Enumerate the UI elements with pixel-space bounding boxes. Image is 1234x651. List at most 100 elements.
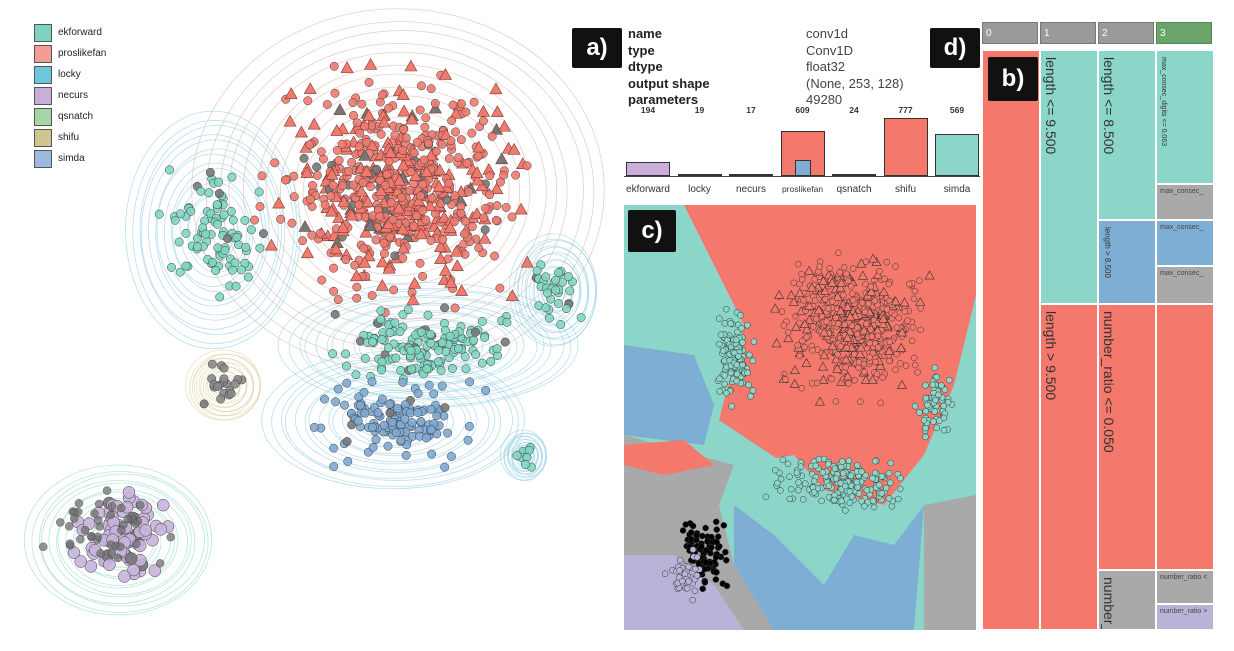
info-key: output shape [628,75,710,91]
panel-c-badge: c) [628,210,676,252]
projected-point [816,263,823,271]
legend-item-ekforward[interactable]: ekforward [34,22,106,43]
legend-item-necurs[interactable]: necurs [34,85,106,106]
projected-point [727,369,735,377]
projected-point [922,394,930,402]
projected-point [811,276,819,283]
tree-node-number[interactable]: number_ [1098,570,1156,630]
tree-node-number-ratio-a[interactable]: number_ratio < [1156,570,1214,604]
data-point [398,145,408,155]
histogram-count-label: 24 [849,105,859,115]
data-point [541,272,551,282]
depth-header-2[interactable]: 2 [1098,22,1154,44]
histogram-bar[interactable] [832,174,876,176]
projected-point [935,391,942,399]
projected-point-triangle [878,286,889,296]
projected-point [798,384,806,392]
histogram-bar[interactable] [729,174,773,176]
projected-point [861,308,869,316]
projected-point [920,416,928,424]
data-point [522,161,532,171]
tree-node-max-consec-d[interactable]: max_consec_ [1156,266,1214,304]
data-point [463,435,473,445]
projected-point [723,582,731,590]
projected-point [874,344,882,351]
info-value: conv1d [806,26,848,41]
legend-item-shifu[interactable]: shifu [34,127,106,148]
data-point [401,133,411,143]
data-point [554,299,564,308]
projected-point [749,357,757,364]
tree-node-empty[interactable] [1156,304,1214,570]
projected-point [858,468,865,475]
projected-point-triangle [872,269,883,279]
projected-point [871,457,879,465]
projected-point [869,349,877,357]
data-point [384,157,394,167]
data-point [447,364,457,373]
data-point [106,510,115,520]
legend-item-locky[interactable]: locky [34,64,106,85]
tree-node-length-le-8.5[interactable]: length <= 8.500 [1098,50,1156,220]
tree-node-max-consec-b[interactable]: max_consec_ [1156,184,1214,220]
histogram-bar[interactable] [626,161,670,176]
tree-node-root[interactable] [982,50,1040,630]
tree-node-max-consec-c[interactable]: max_consec_ [1156,220,1214,266]
data-point [576,313,586,323]
data-point [385,408,395,418]
legend-item-proslikefan[interactable]: proslikefan [34,43,106,64]
tree-node-max-consec-digits[interactable]: max_consec_digits <= 0.063 [1156,50,1214,184]
tree-node-number-ratio-b[interactable]: number_ratio > [1156,604,1214,630]
projected-point-triangle [818,275,829,285]
data-point [84,560,98,573]
legend-item-qsnatch[interactable]: qsnatch [34,106,106,127]
data-point [116,542,125,551]
projected-point [734,328,741,336]
data-point [289,192,299,202]
data-point [303,96,313,106]
data-point [357,99,367,109]
data-point-triangle [437,210,451,223]
projected-point [815,455,823,463]
projected-point [883,258,891,266]
data-point [470,327,480,337]
histogram-bar[interactable] [883,118,928,176]
legend-item-simda[interactable]: simda [34,148,106,169]
data-point [102,486,112,495]
projected-point [689,546,697,553]
histogram-bar[interactable] [677,174,722,176]
data-point [154,209,164,219]
projected-point [866,340,873,347]
depth-header-3[interactable]: 3 [1156,22,1212,44]
tree-node-length-le-9.5[interactable]: length <= 9.500 [1040,50,1098,304]
depth-header-0[interactable]: 0 [982,22,1038,44]
data-point [352,293,362,303]
data-point-triangle [301,246,315,259]
tree-node-length-gt-9.5[interactable]: length > 9.500 [1040,304,1098,630]
decision-boundary-plot[interactable] [624,205,976,630]
projected-point [699,532,706,540]
projected-point [831,496,838,504]
projected-point [897,474,904,482]
embedding-scatter-plot[interactable] [0,0,620,651]
histogram-bar[interactable] [780,130,825,176]
projected-point [840,263,848,271]
projected-point [931,364,939,372]
projected-points [661,249,956,604]
data-point [495,177,505,187]
data-point [480,203,490,213]
depth-header-1[interactable]: 1 [1040,22,1096,44]
histogram-count-label: 609 [795,105,810,115]
tree-node-number-ratio-le-0.05[interactable]: number_ratio <= 0.050 [1098,304,1156,570]
data-point [461,107,471,117]
data-point-triangle [470,173,485,186]
histogram-bar[interactable] [935,133,979,176]
data-point [380,180,390,190]
projected-point-triangle [819,350,830,360]
projected-point [897,360,904,367]
histogram-category-label: simda [943,184,971,195]
tree-node-length-gt-8.5[interactable]: length > 8.500 [1098,220,1156,304]
data-point [437,381,447,391]
decision-tree-treemap[interactable]: 0 1 2 3 length <= 9.500 length > 9.500 l… [982,0,1234,651]
projected-point [845,380,852,387]
